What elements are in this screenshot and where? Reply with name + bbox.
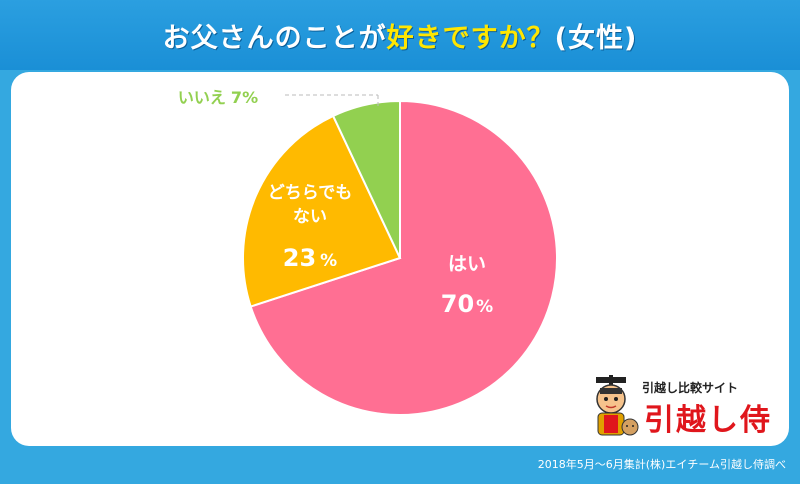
title-part-1: お父さんのことが — [162, 22, 387, 54]
slice-value-neither-unit: % — [320, 251, 337, 271]
slice-label-neither-line1: どちらでも — [268, 183, 353, 203]
logo-subtitle: 引越し比較サイト — [642, 381, 739, 395]
title-part-2: 好きですか？ — [386, 22, 555, 54]
slice-value-yes-unit: % — [476, 297, 493, 317]
slice-neither — [242, 114, 402, 308]
slice-value-yes: 70% — [441, 290, 493, 318]
title-bar: お父さんのことが好きですか？(女性) — [0, 0, 800, 70]
samurai-mascot-icon — [596, 375, 639, 436]
slice-yes — [249, 99, 558, 416]
title-part-3: (女性) — [554, 22, 638, 54]
slice-label-neither-line2: ない — [293, 207, 327, 227]
slice-label-yes: はい — [448, 253, 486, 275]
slice-value-neither-number: 23 — [283, 244, 316, 272]
slice-label-no-text: いいえ — [178, 88, 226, 107]
source-note: 2018年5月～6月集計(株)エイチーム引越し侍調べ — [537, 458, 786, 471]
chart-title: お父さんのことが好きですか？(女性) — [163, 16, 638, 55]
slice-value-neither: 23% — [283, 244, 337, 272]
logo-name: 引越し侍 — [644, 403, 772, 438]
brand-logo: 引越し比較サイト 引越し侍 — [582, 375, 782, 440]
slice-value-no-number: 7 — [231, 88, 242, 107]
slice-no — [331, 99, 401, 259]
pie-slices — [242, 99, 558, 416]
slice-label-no: いいえ 7% — [178, 88, 258, 107]
slice-value-yes-number: 70 — [441, 290, 474, 318]
slice-value-no-unit: % — [242, 88, 258, 107]
